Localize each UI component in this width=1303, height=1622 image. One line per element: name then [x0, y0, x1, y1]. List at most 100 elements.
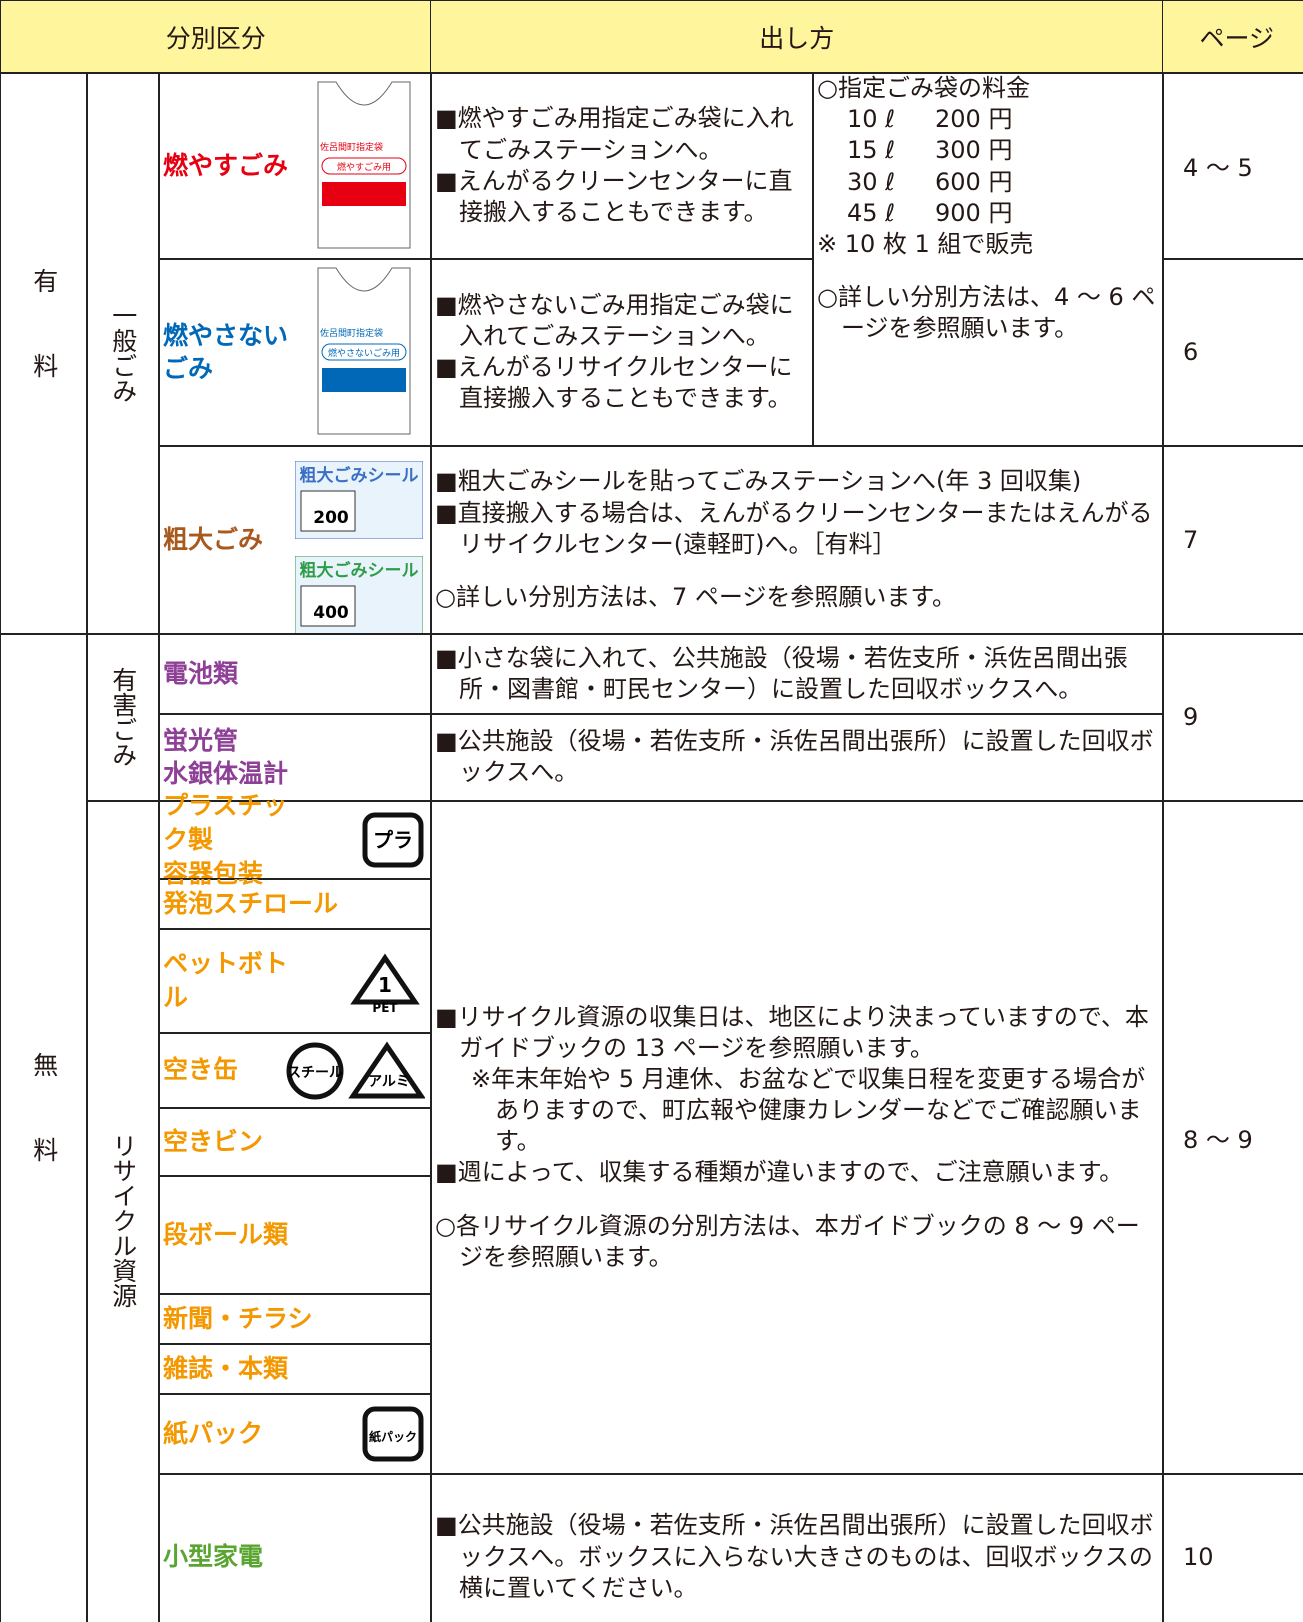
item-name: 蛍光管 水銀体温計 — [159, 724, 423, 792]
fee-detail: ○詳しい分別方法は、4 ～ 6 ページを参照願います。 — [817, 283, 1156, 343]
bag-label: 燃やすごみ用 — [337, 161, 391, 173]
item-name: ペットボトル — [159, 947, 298, 1015]
item-cell: 発泡スチロール — [158, 878, 432, 930]
item-name-line: 燃やさないごみ — [163, 320, 289, 384]
mark-text: プラ — [373, 828, 413, 852]
item-name-line: 紙パック — [163, 1418, 264, 1448]
method-text: ■粗大ごみシールを貼ってごみステーションへ(年 3 回収集) — [435, 467, 1082, 496]
mark-text: スチール — [287, 1065, 343, 1081]
sticker-title: 粗大ごみシール — [300, 465, 419, 486]
item-name-line: 新聞・チラシ — [163, 1303, 313, 1333]
method-cell: ■公共施設（役場・若佐支所・浜佐呂間出張所）に設置した回収ボックスへ。 — [430, 713, 1164, 802]
item-name: 雑誌・本類 — [159, 1352, 423, 1386]
method-text: ○各リサイクル資源の分別方法は、本ガイドブックの 8 ～ 9 ページを参照願いま… — [435, 1211, 1140, 1271]
fee-cell: ○指定ごみ袋の料金 10 ℓ 200 円 15 ℓ 300 円 30 ℓ 600 円 45 ℓ… — [812, 72, 1164, 447]
item-name-line: 容器包装 — [163, 858, 264, 888]
item-cell: 小型家電 — [158, 1473, 432, 1622]
item-name-line: 水銀体温計 — [163, 759, 289, 789]
page-number: 6 — [1162, 258, 1303, 447]
sticker-price: 400 — [313, 603, 349, 623]
item-name-line: 発泡スチロール — [163, 888, 339, 918]
header-cell: 分別区分 — [0, 0, 432, 74]
bag-label-box — [321, 343, 407, 361]
fee-size: 10 ℓ — [847, 105, 896, 134]
item-name: プラスチック製容器包装 — [159, 789, 298, 890]
method-text: ■リサイクル資源の収集日は、地区により決まっていますので、本ガイドブックの 13… — [435, 1002, 1149, 1062]
method-cell: ■燃やさないごみ用指定ごみ袋に入れてごみステーションへ。 ■えんがるリサイクルセン… — [430, 258, 814, 447]
method-text: ■燃やさないごみ用指定ごみ袋に入れてごみステーションへ。 — [435, 290, 794, 351]
method-cell: ■公共施設（役場・若佐支所・浜佐呂間出張所）に設置した回収ボックスへ。ボックスに… — [430, 1473, 1164, 1622]
item-name-line: 粗大ごみ — [163, 524, 264, 554]
item-cell: 燃やすごみ 佐呂間町指定袋 燃やすごみ用 — [158, 72, 432, 260]
item-name-line: 蛍光管 — [163, 725, 239, 755]
fee-label: 無料 — [0, 633, 88, 1622]
mark-text: 紙パック — [368, 1429, 416, 1444]
method-text: ■直接搬入する場合は、えんがるクリーンセンターまたはえんがるリサイクルセンター(… — [435, 498, 1153, 558]
sticker-price: 200 — [313, 508, 349, 528]
recycle-mark: 紙パック — [362, 1406, 423, 1462]
sticker-image: 粗大ごみシール 400 — [295, 556, 423, 634]
mark-shape — [286, 1042, 343, 1099]
item-name-line: 段ボール類 — [163, 1219, 289, 1249]
mark-text: アルミ — [368, 1074, 410, 1090]
item-name: 段ボール類 — [159, 1218, 423, 1252]
item-name: 燃やさないごみ — [159, 319, 298, 387]
method-text: ■公共施設（役場・若佐支所・浜佐呂間出張所）に設置した回収ボックスへ。 — [435, 727, 1154, 787]
item-cell: ペットボトル 1 PET — [158, 928, 432, 1034]
fee-price: 600 円 — [935, 167, 1013, 196]
fee-price: 900 円 — [935, 198, 1013, 227]
method-cell: ■粗大ごみシールを貼ってごみステーションへ(年 3 回収集) ■直接搬入する場合は… — [430, 445, 1164, 635]
method-text: ■公共施設（役場・若佐支所・浜佐呂間出張所）に設置した回収ボックスへ。ボックスに… — [435, 1511, 1154, 1602]
page-number: 10 — [1162, 1473, 1303, 1622]
mark-text: PET — [372, 1001, 398, 1012]
header-cell: ページ — [1162, 0, 1303, 74]
item-name-line: 電池類 — [163, 658, 239, 688]
item-cell: 粗大ごみ 粗大ごみシール 200 粗大ごみシール 400 — [158, 445, 432, 635]
sticker-title: 粗大ごみシール — [300, 560, 419, 581]
item-name: 燃やすごみ — [159, 149, 298, 183]
item-cell: 蛍光管 水銀体温計 — [158, 713, 432, 802]
item-name: 空きビン — [159, 1125, 423, 1159]
item-cell: 段ボール類 — [158, 1175, 432, 1295]
page-number: 4 ～ 5 — [1162, 72, 1303, 260]
item-name-line: プラスチック製 — [163, 791, 288, 854]
item-cell: 雑誌・本類 — [158, 1343, 432, 1395]
item-name-line: 燃やすごみ — [163, 150, 289, 180]
method-cell: ■リサイクル資源の収集日は、地区により決まっていますので、本ガイドブックの 13… — [430, 800, 1164, 1475]
item-name-line: 空き缶 — [163, 1055, 239, 1085]
fee-row: 15 ℓ 300 円 — [817, 135, 1012, 166]
page-number: 7 — [1162, 445, 1303, 635]
item-name: 粗大ごみ — [159, 523, 298, 557]
fee-label: 有料 — [0, 72, 88, 635]
fee-size: 45 ℓ — [847, 198, 896, 227]
mark-shape — [362, 812, 423, 868]
item-cell: 新聞・チラシ — [158, 1293, 432, 1345]
method-text: ■えんがるクリーンセンターに直接搬入することもできます。 — [435, 166, 793, 226]
item-name-line: 雑誌・本類 — [163, 1353, 289, 1383]
method-text: ○詳しい分別方法は、7 ページを参照願います。 — [435, 582, 956, 611]
bag-label-box — [321, 157, 407, 175]
item-cell: 電池類 — [158, 633, 432, 715]
fee-size: 15 ℓ — [847, 136, 896, 165]
item-name-line: 空きビン — [163, 1126, 264, 1156]
page-number: 8 ～ 9 — [1162, 800, 1303, 1475]
fee-price: 300 円 — [935, 136, 1013, 165]
item-cell: プラスチック製容器包装 プラ — [158, 791, 432, 888]
recycle-mark: プラ — [362, 812, 423, 868]
item-name-line: 小型家電 — [163, 1542, 264, 1572]
method-text: ■週によって、収集する種類が違いますので、ご注意願います。 — [435, 1158, 1124, 1187]
fee-row: 30 ℓ 600 円 — [817, 167, 1012, 198]
item-name: 小型家電 — [159, 1540, 423, 1574]
method-text: ■燃やすごみ用指定ごみ袋に入れてごみステーションへ。 — [435, 104, 794, 164]
item-cell: 空きビン — [158, 1107, 432, 1177]
method-text: ■小さな袋に入れて、公共施設（役場・若佐支所・浜佐呂間出張所・図書館・町民センタ… — [435, 643, 1128, 703]
bag-label: 燃やさないごみ用 — [328, 347, 400, 359]
item-cell: 空き缶 スチールアルミ — [158, 1032, 432, 1109]
fee-row: 10 ℓ 200 円 — [817, 104, 1012, 135]
mark-shape — [362, 1406, 423, 1462]
item-name: 空き缶 — [159, 1053, 298, 1087]
fee-title: ○指定ごみ袋の料金 — [817, 74, 1030, 102]
